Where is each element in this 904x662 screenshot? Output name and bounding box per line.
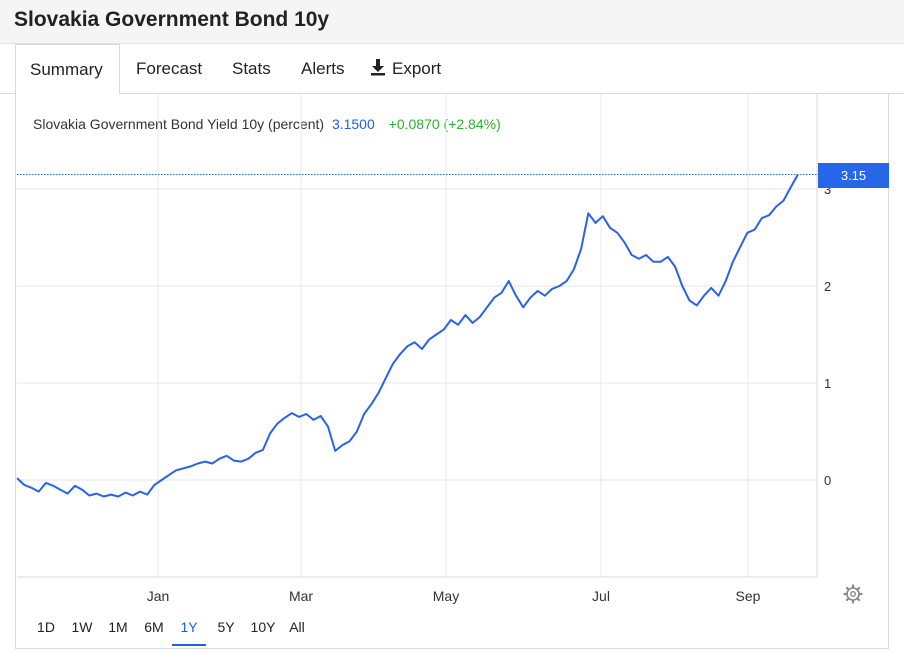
range-6m[interactable]: 6M — [144, 619, 164, 635]
range-1m[interactable]: 1M — [108, 619, 128, 635]
chart-frame — [15, 94, 889, 649]
range-1d[interactable]: 1D — [37, 619, 55, 635]
tab-alerts[interactable]: Alerts — [301, 59, 345, 78]
last-price-tag: 3.15 — [818, 163, 889, 188]
legend-change: +0.0870 (+2.84%) — [388, 116, 501, 132]
tab-forecast[interactable]: Forecast — [136, 59, 203, 78]
chart-legend: Slovakia Government Bond Yield 10y (perc… — [33, 116, 501, 132]
tab-stats[interactable]: Stats — [232, 59, 271, 78]
range-1y[interactable]: 1Y — [172, 610, 206, 646]
page-title: Slovakia Government Bond 10y — [14, 8, 330, 31]
legend-series-name: Slovakia Government Bond Yield 10y (perc… — [33, 116, 325, 132]
range-1w[interactable]: 1W — [71, 619, 93, 635]
tab-export-label: Export — [392, 59, 442, 78]
tab-export[interactable]: Export — [356, 44, 455, 94]
range-10y[interactable]: 10Y — [250, 619, 276, 635]
legend-last-value: 3.1500 — [331, 116, 375, 132]
range-all[interactable]: All — [289, 619, 305, 635]
download-icon — [371, 59, 385, 76]
tab-bar: Summary Forecast Stats Alerts Export — [0, 44, 904, 95]
title-bar: Slovakia Government Bond 10y — [0, 0, 904, 44]
range-5y[interactable]: 5Y — [217, 619, 235, 635]
gear-icon[interactable] — [843, 584, 863, 604]
tab-summary[interactable]: Summary — [15, 44, 120, 95]
